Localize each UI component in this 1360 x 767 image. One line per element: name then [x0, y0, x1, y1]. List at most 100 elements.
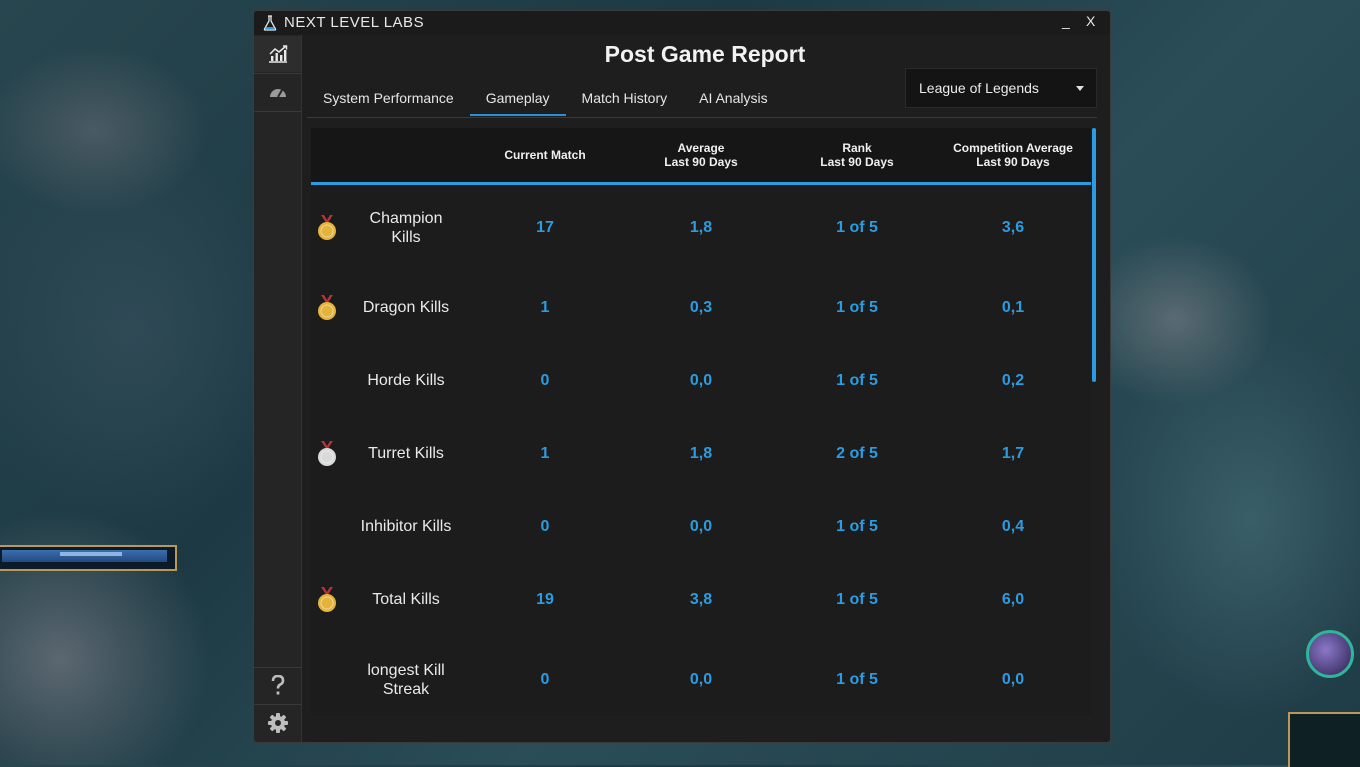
stat-label-line: Total Kills — [372, 591, 440, 608]
competition-average-value: 0,4 — [1001, 517, 1025, 535]
competition-average-value: 0,0 — [1001, 670, 1025, 688]
silver-medal-icon — [318, 440, 336, 466]
table-row: longest Kill Streak 0 0,0 1 of 5 0,0 — [311, 636, 1091, 716]
page-title: Post Game Report — [604, 41, 806, 67]
stats-table: Current Match Average Last 90 Days Rank La… — [311, 128, 1091, 716]
column-header-stat — [311, 128, 467, 182]
current-match-value: 17 — [536, 219, 554, 236]
competition-average-value: 1,7 — [1001, 444, 1025, 462]
stat-label: Dragon Kills — [328, 271, 484, 344]
sidebar — [254, 35, 302, 742]
title-bar[interactable]: NEXT LEVEL LABS _ X — [254, 11, 1110, 35]
stat-label-line: Inhibitor Kills — [360, 518, 452, 535]
gold-medal-icon — [318, 586, 336, 612]
rank-value: 1 of 5 — [836, 670, 878, 688]
flask-icon — [263, 15, 277, 31]
sidebar-separator — [254, 111, 301, 112]
game-minimap-corner — [1288, 712, 1360, 767]
game-select-dropdown[interactable]: League of Legends — [905, 68, 1097, 108]
table-header: Current Match Average Last 90 Days Rank La… — [311, 128, 1091, 185]
sidebar-item-performance[interactable] — [254, 74, 301, 110]
gold-medal-icon — [318, 294, 336, 320]
chevron-down-icon — [1076, 86, 1084, 91]
average-value: 1,8 — [689, 444, 713, 462]
game-select-value: League of Legends — [919, 80, 1039, 96]
sidebar-separator — [254, 73, 301, 74]
rank-value: 2 of 5 — [836, 444, 878, 462]
tab-bar: System Performance Gameplay Match Histor… — [307, 86, 784, 116]
tab-match-history[interactable]: Match History — [581, 90, 668, 106]
column-header-line: Rank — [842, 141, 872, 155]
stat-label: Inhibitor Kills — [328, 490, 484, 563]
current-match-value: 0 — [540, 371, 550, 389]
column-header-line: Last 90 Days — [820, 155, 894, 169]
gold-medal-icon — [318, 215, 336, 240]
stat-label: Horde Kills — [328, 344, 484, 417]
sidebar-separator — [254, 704, 301, 705]
stat-label-line: Dragon Kills — [362, 299, 450, 316]
stat-label-line: Turret Kills — [368, 445, 444, 462]
game-resource-fill — [2, 550, 167, 562]
column-header-average: Average Last 90 Days — [623, 128, 779, 182]
close-button[interactable]: X — [1086, 13, 1096, 29]
column-header-line: Current Match — [504, 148, 586, 162]
help-icon — [271, 675, 284, 695]
average-value: 1,8 — [689, 219, 713, 236]
stat-label: Total Kills — [328, 563, 484, 636]
column-header-line: Last 90 Days — [976, 155, 1050, 169]
stat-label-line: longest Kill — [367, 661, 445, 679]
column-header-current-match: Current Match — [467, 128, 623, 182]
sidebar-item-reports[interactable] — [254, 36, 301, 72]
game-resource-inner — [60, 552, 122, 556]
column-header-rank: Rank Last 90 Days — [779, 128, 935, 182]
game-resource-bar — [0, 545, 177, 571]
rank-value: 1 of 5 — [836, 517, 878, 535]
rank-value: 1 of 5 — [836, 219, 878, 236]
rank-value: 1 of 5 — [836, 590, 878, 608]
average-value: 0,3 — [689, 298, 713, 316]
stat-label-line: Champion — [369, 210, 443, 227]
competition-average-value: 0,1 — [1001, 298, 1025, 316]
column-header-competition-average: Competition Average Last 90 Days — [935, 128, 1091, 182]
current-match-value: 0 — [540, 670, 550, 688]
tabs-divider — [307, 117, 1097, 118]
sidebar-item-help[interactable] — [254, 668, 301, 704]
table-row: Horde Kills 0 0,0 1 of 5 0,2 — [311, 344, 1091, 418]
table-row: Total Kills 19 3,8 1 of 5 6,0 — [311, 563, 1091, 637]
average-value: 0,0 — [689, 371, 713, 389]
stat-label: longest Kill Streak — [328, 636, 484, 716]
app-title: NEXT LEVEL LABS — [284, 14, 425, 31]
gear-icon — [267, 713, 288, 733]
table-row: Dragon Kills 1 0,3 1 of 5 0,1 — [311, 271, 1091, 345]
column-header-line: Average — [677, 141, 725, 155]
current-match-value: 19 — [536, 590, 554, 608]
stat-label: Champion Kills — [328, 185, 484, 271]
table-row: Inhibitor Kills 0 0,0 1 of 5 0,4 — [311, 490, 1091, 564]
sidebar-item-settings[interactable] — [254, 705, 301, 741]
column-header-line: Last 90 Days — [664, 155, 738, 169]
sidebar-separator — [254, 667, 301, 668]
speedometer-icon — [269, 89, 286, 98]
current-match-value: 1 — [540, 444, 550, 462]
app-window: NEXT LEVEL LABS _ X — [253, 10, 1111, 743]
stat-label: Turret Kills — [328, 417, 484, 490]
current-match-value: 1 — [540, 298, 550, 316]
rank-value: 1 of 5 — [836, 298, 878, 316]
competition-average-value: 0,2 — [1001, 371, 1025, 389]
table-row: Turret Kills 1 1,8 2 of 5 1,7 — [311, 417, 1091, 491]
column-header-line: Competition Average — [953, 141, 1073, 155]
minimize-button[interactable]: _ — [1062, 13, 1070, 29]
table-scrollbar[interactable] — [1092, 128, 1096, 382]
average-value: 0,0 — [689, 517, 713, 535]
current-match-value: 0 — [540, 517, 550, 535]
tab-system-performance[interactable]: System Performance — [323, 90, 454, 106]
table-row: Champion Kills 17 1,8 1 of 5 3,6 — [311, 185, 1091, 272]
stat-label-line: Streak — [382, 680, 430, 698]
average-value: 0,0 — [689, 670, 713, 688]
average-value: 3,8 — [689, 590, 713, 608]
game-champion-portrait — [1306, 630, 1354, 678]
tab-gameplay[interactable]: Gameplay — [469, 86, 566, 116]
competition-average-value: 3,6 — [1001, 219, 1025, 236]
tab-ai-analysis[interactable]: AI Analysis — [699, 90, 768, 106]
stat-label-line: Horde Kills — [367, 372, 445, 389]
